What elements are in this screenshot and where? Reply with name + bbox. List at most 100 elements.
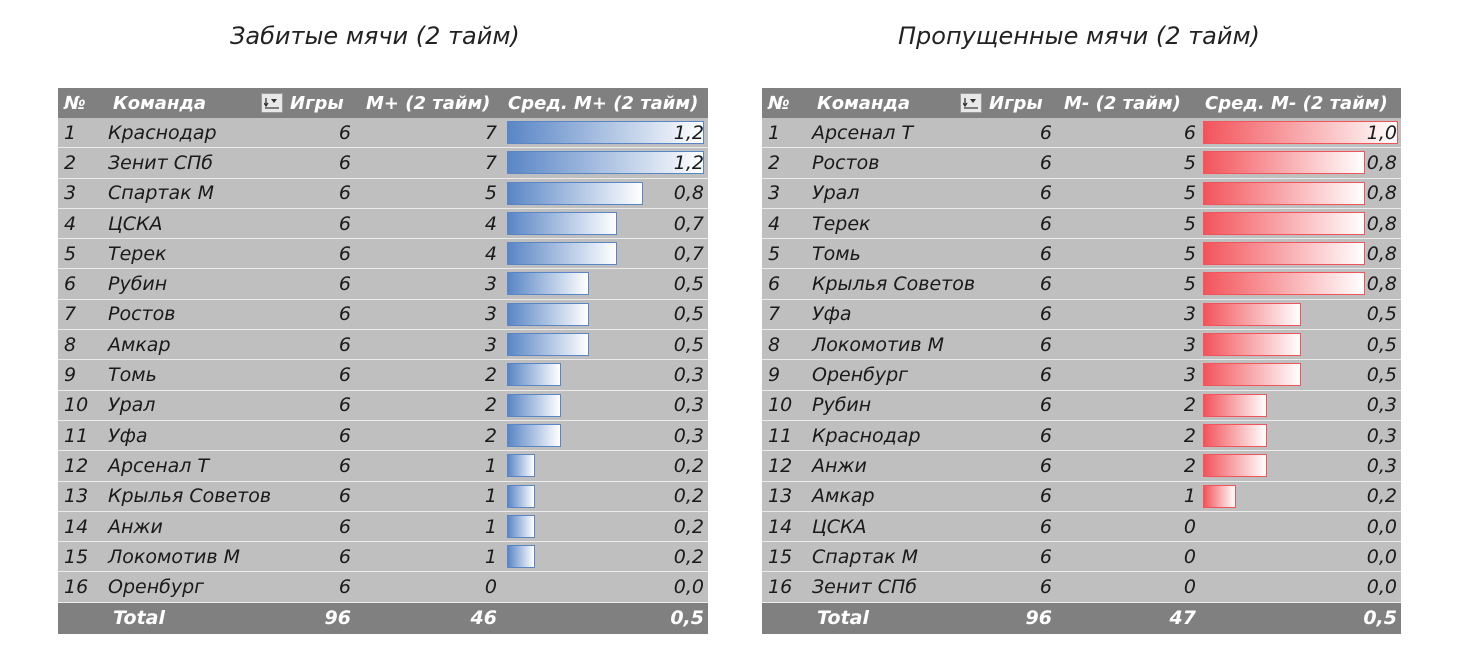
row-goals: 0 [1183,515,1196,538]
table-row: 9 Оренбург 6 3 0,5 [762,360,1401,391]
row-num: 1 [768,121,781,144]
row-team: Крылья Советов [812,273,976,296]
table-row: 6 Рубин 6 3 0,5 [58,269,708,300]
row-num: 16 [64,576,89,599]
row-avg: 0,3 [673,424,704,447]
header-num: № [64,92,86,114]
header-games: Игры [989,92,1043,114]
total-avg: 0,5 [670,607,704,630]
row-avg: 0,5 [1366,303,1397,326]
data-bar [1203,302,1301,326]
row-team: Оренбург [108,576,205,599]
row-goals: 4 [484,242,497,265]
table-row: 6 Крылья Советов 6 5 0,8 [762,269,1401,300]
row-goals: 7 [484,121,497,144]
table-row: 16 Зенит СПб 6 0 0,0 [762,572,1401,603]
row-avg: 0,8 [673,182,704,205]
data-bar [507,272,589,296]
row-goals: 2 [484,424,497,447]
row-avg: 0,2 [1366,485,1397,508]
row-team: Краснодар [812,424,921,447]
table-row: 14 Анжи 6 1 0,2 [58,511,708,543]
data-bar [507,333,589,357]
row-goals: 2 [1183,454,1196,477]
row-games: 6 [1039,394,1052,417]
row-avg: 0,5 [1366,364,1397,387]
row-team: Краснодар [108,121,217,144]
row-avg: 0,3 [673,364,704,387]
row-team: Спартак М [108,182,215,205]
row-num: 8 [768,333,781,356]
total-row: Total 96 47 0,5 [762,602,1401,634]
data-bar [507,514,535,538]
row-num: 10 [768,394,793,417]
data-bar [1203,151,1365,175]
row-team: Локомотив М [108,545,241,568]
filter-button[interactable] [261,88,283,118]
row-num: 6 [64,273,77,296]
data-bar [1203,484,1236,508]
row-games: 6 [1039,182,1052,205]
table-row: 10 Рубин 6 2 0,3 [762,390,1401,421]
table-row: 3 Спартак М 6 5 0,8 [58,178,708,209]
row-goals: 2 [484,394,497,417]
row-games: 6 [1039,273,1052,296]
row-num: 4 [768,212,781,235]
row-num: 7 [768,303,781,326]
data-bar [507,151,704,175]
data-bar [507,393,561,417]
header-goals: М+ (2 тайм) [366,92,491,114]
row-goals: 3 [1183,364,1196,387]
header-team: Команда [817,92,911,114]
row-games: 6 [338,394,351,417]
row-goals: 2 [1183,424,1196,447]
row-games: 6 [338,182,351,205]
data-bar [507,181,643,205]
row-team: Спартак М [812,545,919,568]
row-team: Томь [108,364,157,387]
row-goals: 0 [1183,545,1196,568]
table-row: 10 Урал 6 2 0,3 [58,390,708,421]
table-row: 4 ЦСКА 6 4 0,7 [58,208,708,240]
row-games: 6 [1039,515,1052,538]
row-num: 5 [768,242,781,265]
filter-button[interactable] [960,88,982,118]
row-games: 6 [338,545,351,568]
row-avg: 0,2 [673,485,704,508]
data-bar [507,211,617,235]
row-goals: 3 [484,273,497,296]
row-avg: 0,5 [673,273,704,296]
row-avg: 0,0 [1366,576,1397,599]
row-num: 2 [768,151,781,174]
row-num: 4 [64,212,77,235]
row-games: 6 [338,121,351,144]
row-num: 9 [768,364,781,387]
row-team: Анжи [108,515,163,538]
row-goals: 5 [1183,212,1196,235]
row-avg: 0,3 [673,394,704,417]
sort-filter-icon [261,93,283,113]
table-row: 16 Оренбург 6 0 0,0 [58,572,708,603]
row-games: 6 [1039,151,1052,174]
row-team: Ростов [812,151,880,174]
row-team: Анжи [812,454,867,477]
row-team: Оренбург [812,364,909,387]
row-num: 5 [64,242,77,265]
row-team: Терек [812,212,871,235]
row-team: Арсенал Т [108,454,210,477]
row-goals: 1 [484,485,497,508]
row-goals: 5 [1183,273,1196,296]
left-table-title: Забитые мячи (2 тайм) [230,22,520,50]
row-avg: 0,7 [673,242,704,265]
data-bar [1203,454,1267,478]
row-avg: 0,8 [1366,242,1397,265]
header-row: № Команда Игры М+ (2 тайм) Сред. М+ (2 тайм) [58,88,708,118]
row-games: 6 [338,273,351,296]
data-bar [1203,423,1267,447]
total-row: Total 96 46 0,5 [58,602,708,634]
row-goals: 2 [1183,394,1196,417]
row-team: Локомотив М [812,333,945,356]
data-bar [1203,181,1365,205]
row-avg: 0,0 [673,576,704,599]
row-team: Крылья Советов [108,485,272,508]
